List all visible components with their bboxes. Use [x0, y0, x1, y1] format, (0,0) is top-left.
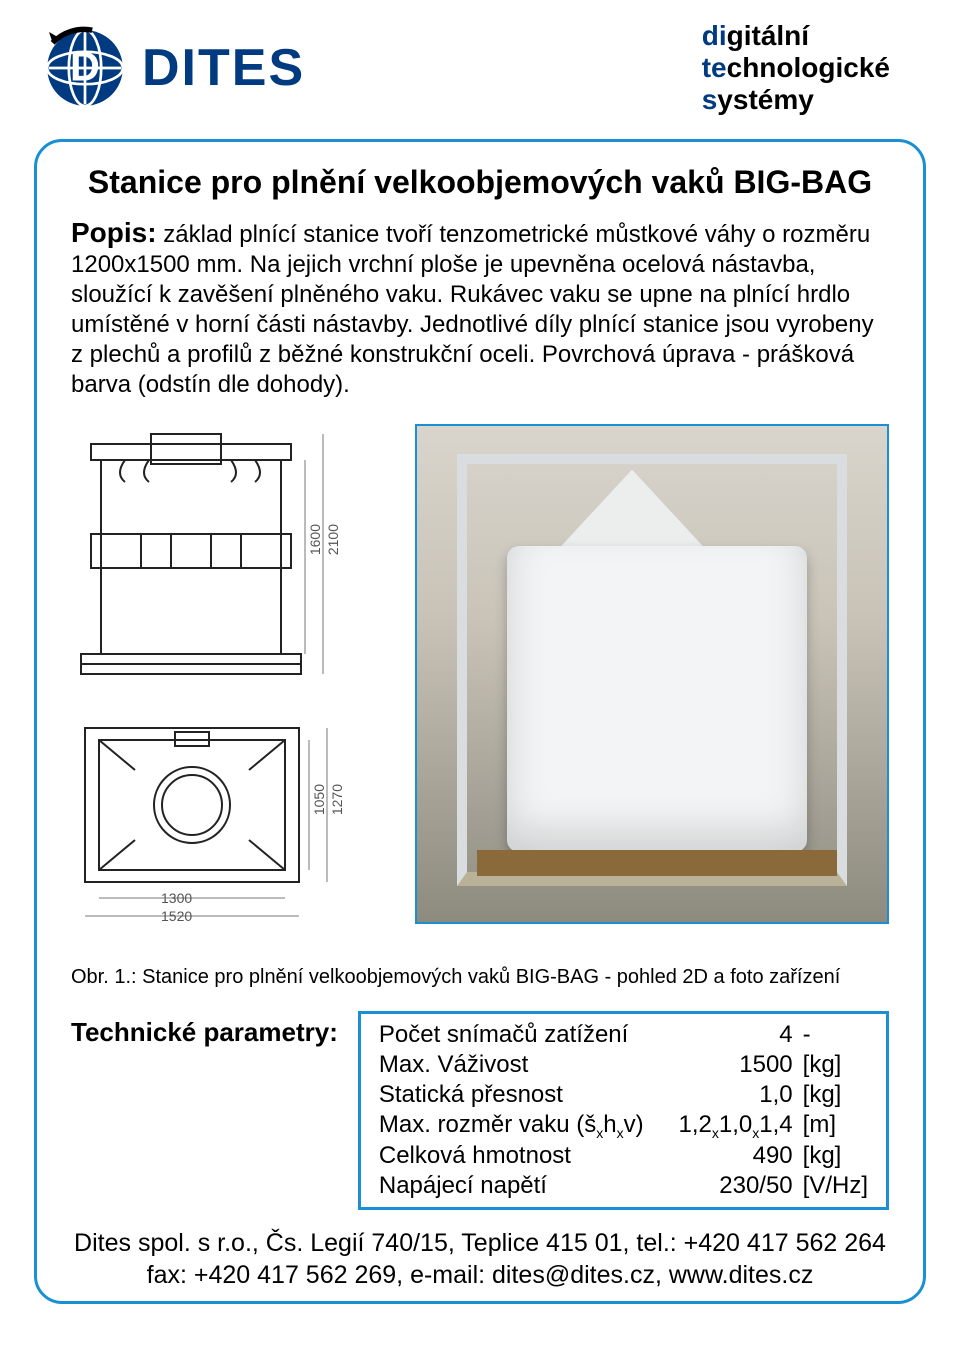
param-value: 230/50: [666, 1171, 796, 1201]
dim-side-outer: 2100: [325, 524, 341, 555]
description-label: Popis:: [71, 217, 157, 248]
param-unit: [kg]: [797, 1080, 872, 1110]
param-name: Napájecí napětí: [375, 1171, 666, 1201]
table-row: Počet snímačů zatížení4-: [375, 1020, 872, 1050]
header: D DITES digitální technologické systémy: [0, 0, 960, 127]
param-name: Max. rozměr vaku (šxhxv): [375, 1110, 666, 1142]
description: Popis: základ plnící stanice tvoří tenzo…: [71, 215, 889, 400]
drawing-side-svg: [71, 424, 331, 694]
param-name: Max. Váživost: [375, 1050, 666, 1080]
logo-block: D DITES: [40, 23, 305, 113]
param-unit: [V/Hz]: [797, 1171, 872, 1201]
tagline-prefix-2: te: [702, 52, 727, 83]
param-name: Celková hmotnost: [375, 1141, 666, 1171]
tagline: digitální technologické systémy: [702, 20, 890, 117]
globe-logo-icon: D: [40, 23, 130, 113]
param-unit: -: [797, 1020, 872, 1050]
page-title: Stanice pro plnění velkoobjemových vaků …: [71, 164, 889, 201]
dim-top-inner-w: 1300: [161, 890, 192, 906]
drawing-side: 1600 2100: [71, 424, 391, 694]
dim-top-outer-v: 1270: [329, 784, 345, 815]
param-unit: [kg]: [797, 1050, 872, 1080]
figure-row: 1600 2100: [71, 424, 889, 944]
table-row: Max. rozměr vaku (šxhxv)1,2x1,0x1,4[m]: [375, 1110, 872, 1142]
content-frame: Stanice pro plnění velkoobjemových vaků …: [34, 139, 926, 1304]
photo-bag: [507, 546, 807, 852]
param-name: Počet snímačů zatížení: [375, 1020, 666, 1050]
footer-line-1: Dites spol. s r.o., Čs. Legií 740/15, Te…: [71, 1228, 889, 1259]
photo-pallet: [477, 850, 837, 876]
dim-top-inner-v: 1050: [311, 784, 327, 815]
dim-side-inner: 1600: [307, 524, 323, 555]
param-value: 1500: [666, 1050, 796, 1080]
param-value: 4: [666, 1020, 796, 1050]
svg-text:D: D: [70, 44, 100, 90]
dim-top-outer-w: 1520: [161, 908, 192, 924]
param-unit: [kg]: [797, 1141, 872, 1171]
params-label: Technické parametry:: [71, 1011, 338, 1048]
param-unit: [m]: [797, 1110, 872, 1142]
tagline-rest-2: chnologické: [727, 52, 890, 83]
tagline-prefix-3: s: [702, 84, 718, 115]
params-table: Počet snímačů zatížení4- Max. Váživost15…: [375, 1020, 872, 1202]
table-row: Statická přesnost1,0[kg]: [375, 1080, 872, 1110]
tagline-rest-1: gitální: [727, 20, 809, 51]
table-row: Max. Váživost1500[kg]: [375, 1050, 872, 1080]
param-value: 1,0: [666, 1080, 796, 1110]
product-photo: [415, 424, 889, 924]
param-value: 1,2x1,0x1,4: [666, 1110, 796, 1142]
tagline-rest-3: ystémy: [717, 84, 814, 115]
params-row: Technické parametry: Počet snímačů zatíž…: [71, 1011, 889, 1211]
drawing-top: 1050 1270 1300 1520: [71, 714, 391, 944]
tagline-prefix-1: di: [702, 20, 727, 51]
logo-text: DITES: [142, 38, 305, 98]
params-table-frame: Počet snímačů zatížení4- Max. Váživost15…: [358, 1011, 889, 1211]
footer-line-2: fax: +420 417 562 269, e-mail: dites@dit…: [71, 1260, 889, 1291]
figure-caption: Obr. 1.: Stanice pro plnění velkoobjemov…: [71, 966, 889, 989]
technical-drawings: 1600 2100: [71, 424, 391, 944]
param-name: Statická přesnost: [375, 1080, 666, 1110]
param-value: 490: [666, 1141, 796, 1171]
footer: Dites spol. s r.o., Čs. Legií 740/15, Te…: [71, 1228, 889, 1291]
drawing-top-svg: [71, 714, 351, 944]
table-row: Napájecí napětí230/50[V/Hz]: [375, 1171, 872, 1201]
description-text: základ plnící stanice tvoří tenzometrick…: [71, 221, 874, 398]
table-row: Celková hmotnost490[kg]: [375, 1141, 872, 1171]
